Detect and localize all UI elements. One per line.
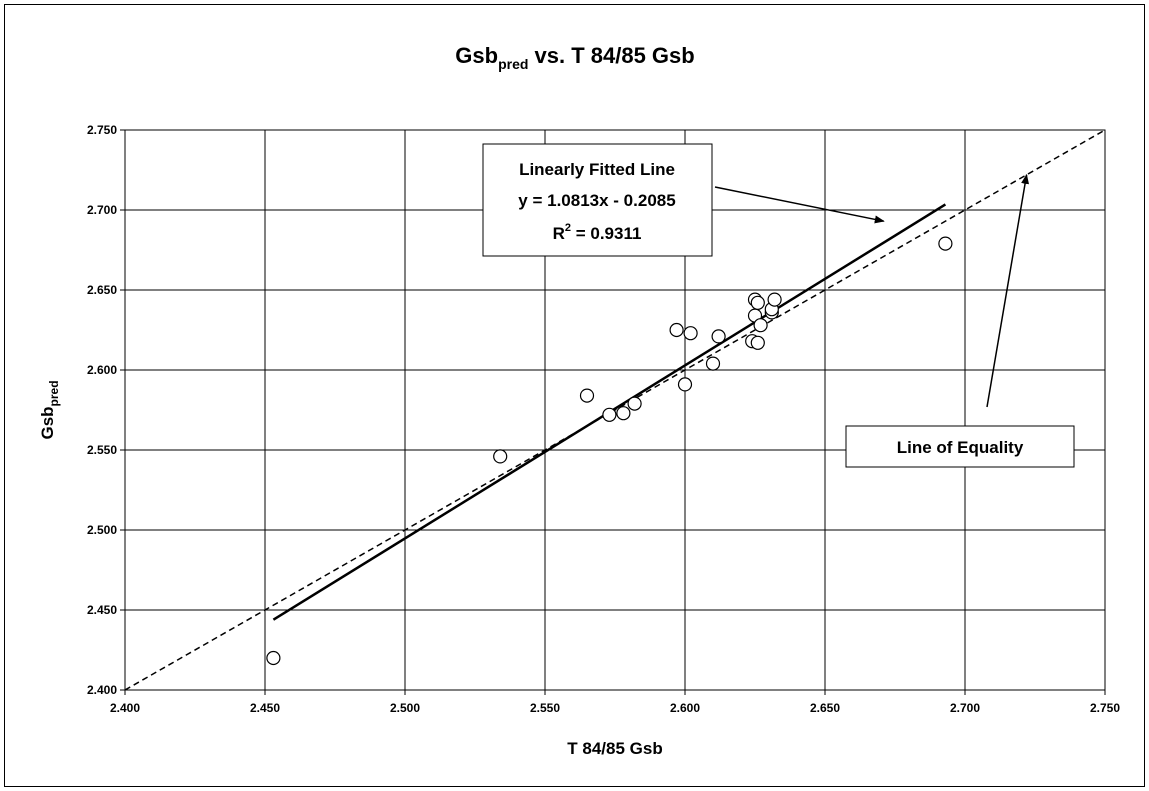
data-point (711, 329, 726, 344)
data-point (266, 650, 281, 666)
x-tick-label: 2.600 (670, 701, 700, 715)
chart-title-main: Gsb (455, 43, 498, 68)
data-point (753, 318, 768, 333)
y-tick-labels: 2.400 2.450 2.500 2.550 2.600 2.650 2.700 2.750 (87, 123, 117, 697)
y-tick-label: 2.450 (87, 603, 117, 617)
chart-title-rest: vs. T 84/85 Gsb (528, 43, 694, 68)
data-point (705, 356, 721, 371)
data-point (750, 335, 765, 350)
r-squared-symbol: R (553, 224, 565, 243)
y-tick-label: 2.400 (87, 683, 117, 697)
y-tick-label: 2.500 (87, 523, 117, 537)
data-point (602, 407, 617, 422)
y-axis-title-subscript: pred (47, 380, 61, 406)
y-tick-label: 2.750 (87, 123, 117, 137)
grid-lines (120, 129, 1106, 695)
fit-annotation: Linearly Fitted Line y = 1.0813x - 0.208… (482, 143, 885, 257)
chart-title: Gsbpred vs. T 84/85 Gsb (455, 43, 694, 72)
chart-title-subscript: pred (498, 56, 528, 72)
x-tick-label: 2.700 (950, 701, 980, 715)
y-tick-label: 2.650 (87, 283, 117, 297)
y-tick-label: 2.700 (87, 203, 117, 217)
data-point (579, 388, 595, 403)
chart-frame: Gsbpred vs. T 84/85 Gsb 2.400 2.450 2.500 2… (4, 4, 1145, 787)
fit-annotation-line1: Linearly Fitted Line (519, 160, 675, 179)
x-tick-labels: 2.400 2.450 2.500 2.550 2.600 2.650 2.700 2.750 (110, 701, 1120, 715)
y-axis-title-main: Gsb (38, 406, 57, 439)
x-tick-label: 2.400 (110, 701, 140, 715)
fit-annotation-arrow (714, 186, 885, 224)
x-axis-title: T 84/85 Gsb (567, 739, 662, 758)
y-axis-title: Gsbpred (38, 380, 61, 439)
equality-annotation-label: Line of Equality (897, 438, 1024, 457)
data-point (683, 326, 698, 341)
x-tick-label: 2.750 (1090, 701, 1120, 715)
data-point (627, 396, 642, 411)
data-point (767, 292, 782, 307)
fit-annotation-box (482, 143, 713, 257)
data-point (493, 449, 508, 464)
equality-annotation-box (845, 425, 1075, 468)
scatter-chart: Gsbpred vs. T 84/85 Gsb 2.400 2.450 2.500 2… (38, 43, 1120, 758)
equality-annotation-arrow (986, 173, 1030, 408)
r-squared-superscript: 2 (565, 222, 571, 234)
y-tick-label: 2.600 (87, 363, 117, 377)
x-tick-label: 2.550 (530, 701, 560, 715)
x-tick-label: 2.650 (810, 701, 840, 715)
data-point (669, 322, 684, 338)
data-point (677, 377, 693, 392)
data-point (750, 295, 765, 310)
data-points (266, 236, 953, 666)
equality-annotation: Line of Equality (845, 173, 1075, 468)
r-squared-value: = 0.9311 (571, 224, 641, 243)
data-point (616, 406, 631, 421)
fit-annotation-line3: R2 = 0.9311 (553, 222, 642, 243)
x-tick-label: 2.500 (390, 701, 420, 715)
x-tick-label: 2.450 (250, 701, 280, 715)
fit-annotation-line2: y = 1.0813x - 0.2085 (518, 191, 675, 210)
y-tick-label: 2.550 (87, 443, 117, 457)
data-point (938, 236, 953, 251)
